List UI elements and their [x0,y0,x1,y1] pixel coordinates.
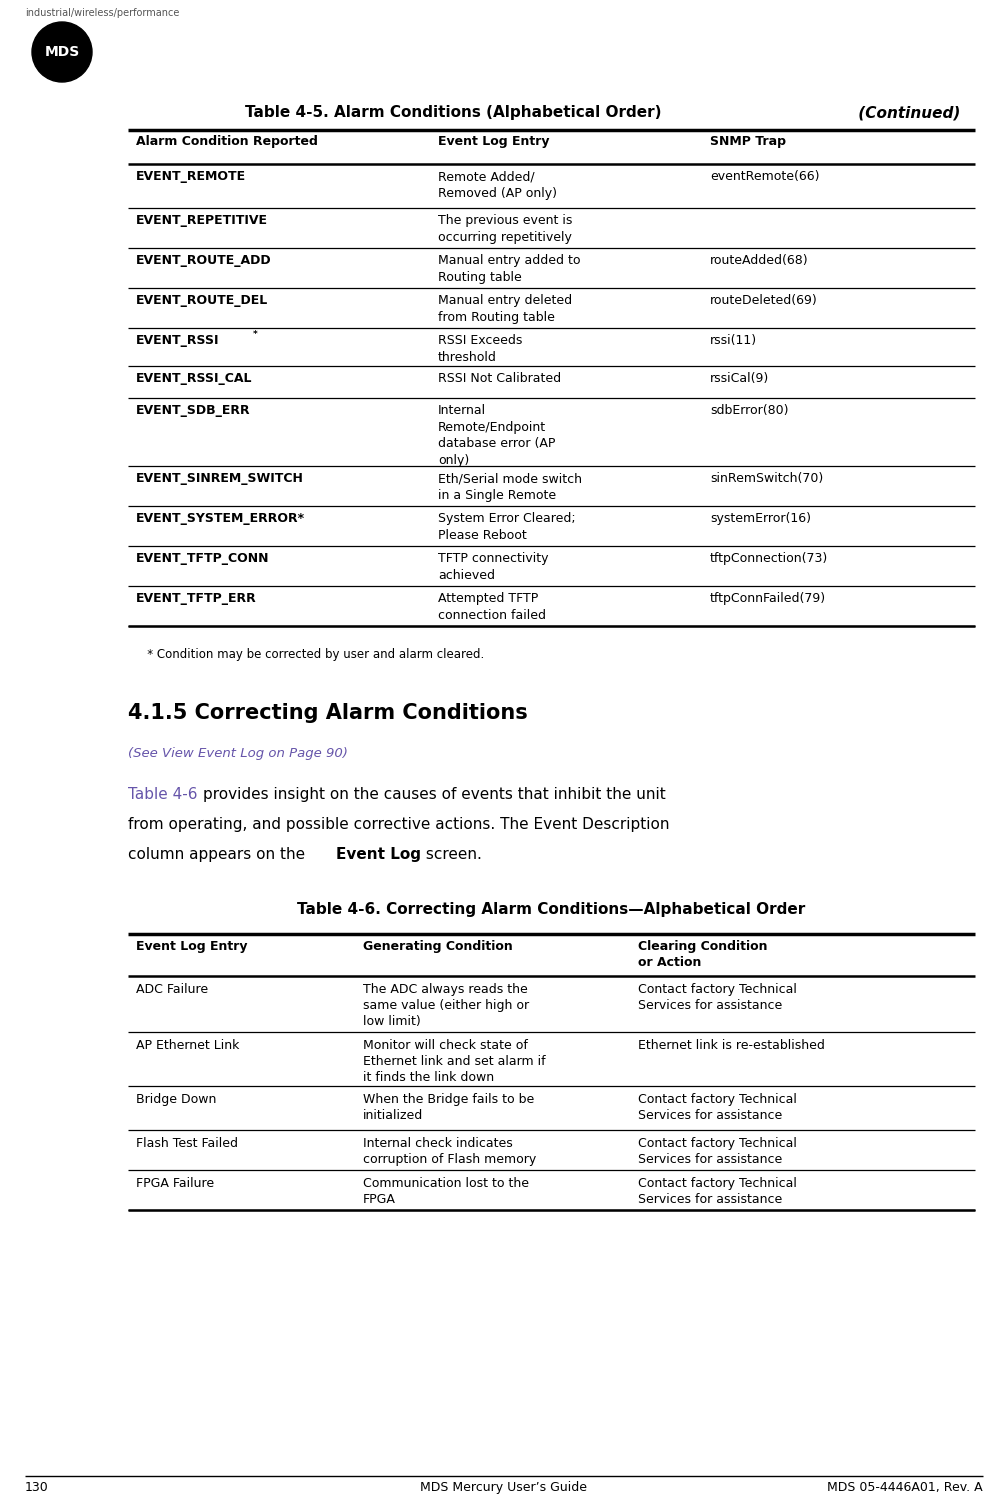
Text: RSSI Exceeds
threshold: RSSI Exceeds threshold [438,334,522,364]
Text: Internal check indicates
corruption of Flash memory: Internal check indicates corruption of F… [363,1137,536,1166]
Text: Event Log Entry: Event Log Entry [438,135,549,147]
Text: EVENT_TFTP_CONN: EVENT_TFTP_CONN [136,552,269,566]
Text: System Error Cleared;
Please Reboot: System Error Cleared; Please Reboot [438,511,576,541]
Text: Contact factory Technical
Services for assistance: Contact factory Technical Services for a… [638,984,797,1012]
Text: Contact factory Technical
Services for assistance: Contact factory Technical Services for a… [638,1178,797,1206]
Text: Table 4-6: Table 4-6 [128,787,198,802]
Text: When the Bridge fails to be
initialized: When the Bridge fails to be initialized [363,1093,534,1122]
Text: MDS 05-4446A01, Rev. A: MDS 05-4446A01, Rev. A [828,1481,983,1493]
Text: provides insight on the causes of events that inhibit the unit: provides insight on the causes of events… [203,787,665,802]
Text: Bridge Down: Bridge Down [136,1093,217,1105]
Text: Manual entry deleted
from Routing table: Manual entry deleted from Routing table [438,293,573,323]
Text: systemError(16): systemError(16) [710,511,811,525]
Text: 4.1.5 Correcting Alarm Conditions: 4.1.5 Correcting Alarm Conditions [128,702,528,723]
Text: Generating Condition: Generating Condition [363,940,513,954]
Text: EVENT_ROUTE_ADD: EVENT_ROUTE_ADD [136,254,271,268]
Text: Contact factory Technical
Services for assistance: Contact factory Technical Services for a… [638,1093,797,1122]
Text: Event Log Entry: Event Log Entry [136,940,248,954]
Text: ADC Failure: ADC Failure [136,984,208,996]
Text: Manual entry added to
Routing table: Manual entry added to Routing table [438,254,581,283]
Text: The previous event is
occurring repetitively: The previous event is occurring repetiti… [438,214,573,244]
Text: Monitor will check state of
Ethernet link and set alarm if
it finds the link dow: Monitor will check state of Ethernet lin… [363,1039,545,1084]
Circle shape [32,23,92,83]
Text: Remote Added/
Removed (AP only): Remote Added/ Removed (AP only) [438,170,557,200]
Text: eventRemote(66): eventRemote(66) [710,170,820,183]
Text: tftpConnection(73): tftpConnection(73) [710,552,829,566]
Text: EVENT_ROUTE_DEL: EVENT_ROUTE_DEL [136,293,268,307]
Text: routeDeleted(69): routeDeleted(69) [710,293,817,307]
Text: *: * [253,329,258,338]
Text: AP Ethernet Link: AP Ethernet Link [136,1039,239,1051]
Text: tftpConnFailed(79): tftpConnFailed(79) [710,593,827,605]
Text: EVENT_SINREM_SWITCH: EVENT_SINREM_SWITCH [136,472,303,484]
Text: Contact factory Technical
Services for assistance: Contact factory Technical Services for a… [638,1137,797,1166]
Text: MDS: MDS [44,45,80,59]
Text: column appears on the: column appears on the [128,847,310,862]
Text: FPGA Failure: FPGA Failure [136,1178,214,1190]
Text: EVENT_RSSI: EVENT_RSSI [136,334,220,347]
Text: 130: 130 [25,1481,48,1493]
Text: from operating, and possible corrective actions. The Event Description: from operating, and possible corrective … [128,817,669,832]
Text: TFTP connectivity
achieved: TFTP connectivity achieved [438,552,548,582]
Text: EVENT_SDB_ERR: EVENT_SDB_ERR [136,405,251,417]
Text: (Continued): (Continued) [853,105,961,120]
Text: MDS Mercury User’s Guide: MDS Mercury User’s Guide [420,1481,588,1493]
Text: * Condition may be corrected by user and alarm cleared.: * Condition may be corrected by user and… [136,648,484,660]
Text: (See View Event Log on Page 90): (See View Event Log on Page 90) [128,747,348,760]
Text: Flash Test Failed: Flash Test Failed [136,1137,238,1151]
Text: Attempted TFTP
connection failed: Attempted TFTP connection failed [438,593,546,621]
Text: sdbError(80): sdbError(80) [710,405,788,417]
Text: rssi(11): rssi(11) [710,334,757,347]
Text: Ethernet link is re-established: Ethernet link is re-established [638,1039,825,1051]
Text: routeAdded(68): routeAdded(68) [710,254,808,268]
Text: Event Log: Event Log [336,847,421,862]
Text: EVENT_SYSTEM_ERROR*: EVENT_SYSTEM_ERROR* [136,511,305,525]
Text: EVENT_REPETITIVE: EVENT_REPETITIVE [136,214,268,227]
Text: EVENT_REMOTE: EVENT_REMOTE [136,170,246,183]
Text: Internal
Remote/Endpoint
database error (AP
only): Internal Remote/Endpoint database error … [438,405,555,466]
Text: The ADC always reads the
same value (either high or
low limit): The ADC always reads the same value (eit… [363,984,529,1029]
Text: Table 4-6. Correcting Alarm Conditions—Alphabetical Order: Table 4-6. Correcting Alarm Conditions—A… [297,902,805,917]
Text: Alarm Condition Reported: Alarm Condition Reported [136,135,318,147]
Text: Clearing Condition
or Action: Clearing Condition or Action [638,940,767,969]
Text: rssiCal(9): rssiCal(9) [710,371,769,385]
Text: RSSI Not Calibrated: RSSI Not Calibrated [438,371,561,385]
Text: sinRemSwitch(70): sinRemSwitch(70) [710,472,824,484]
Text: screen.: screen. [421,847,482,862]
Text: Communication lost to the
FPGA: Communication lost to the FPGA [363,1178,529,1206]
Text: EVENT_TFTP_ERR: EVENT_TFTP_ERR [136,593,257,605]
Text: EVENT_RSSI_CAL: EVENT_RSSI_CAL [136,371,252,385]
Text: Eth/Serial mode switch
in a Single Remote: Eth/Serial mode switch in a Single Remot… [438,472,582,501]
Text: industrial/wireless/performance: industrial/wireless/performance [25,8,179,18]
Text: SNMP Trap: SNMP Trap [710,135,786,147]
Text: Table 4-5. Alarm Conditions (Alphabetical Order): Table 4-5. Alarm Conditions (Alphabetica… [245,105,661,120]
